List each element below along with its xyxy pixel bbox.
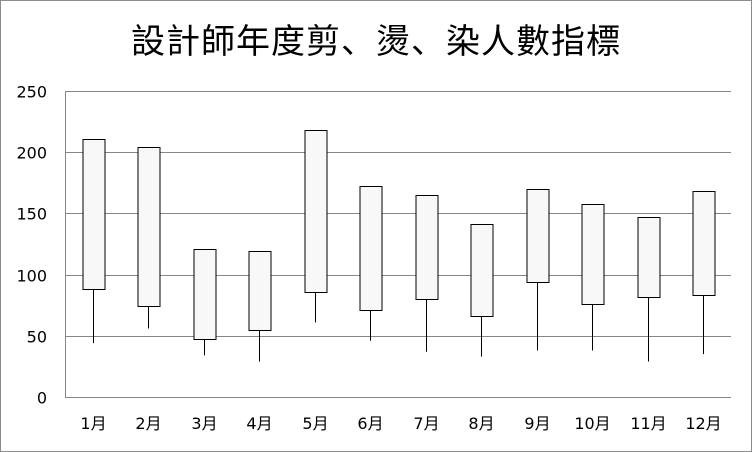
candle-box	[692, 191, 716, 296]
candle-box	[470, 224, 494, 317]
x-tick-label: 7月	[413, 414, 439, 433]
x-tick-label: 12月	[685, 414, 721, 433]
y-tick-label: 100	[16, 267, 47, 286]
candle-box	[193, 249, 217, 340]
candle-box	[248, 251, 272, 331]
chart-title: 設計師年度剪、燙、染人數指標	[131, 22, 621, 62]
x-tick-label: 11月	[630, 414, 666, 433]
y-tick-label: 50	[27, 328, 47, 347]
candle-box	[359, 186, 383, 311]
y-tick-label: 250	[16, 83, 47, 102]
x-tick-label: 9月	[524, 414, 550, 433]
candle-box	[304, 130, 328, 293]
candle-box	[415, 195, 439, 300]
candle-box	[581, 204, 605, 305]
candle-box	[82, 139, 106, 290]
y-tick-label: 150	[16, 205, 47, 224]
x-tick-label: 1月	[80, 414, 106, 433]
y-tick-label: 200	[16, 144, 47, 163]
x-tick-label: 4月	[246, 414, 272, 433]
candle-box	[137, 147, 161, 307]
x-tick-label: 8月	[468, 414, 494, 433]
x-tick-label: 2月	[135, 414, 161, 433]
candle-box	[526, 189, 550, 283]
x-tick-label: 10月	[574, 414, 610, 433]
x-tick-label: 5月	[302, 414, 328, 433]
candle-box	[637, 217, 661, 298]
x-tick-label: 3月	[191, 414, 217, 433]
y-tick-label: 0	[37, 389, 47, 408]
x-tick-label: 6月	[357, 414, 383, 433]
